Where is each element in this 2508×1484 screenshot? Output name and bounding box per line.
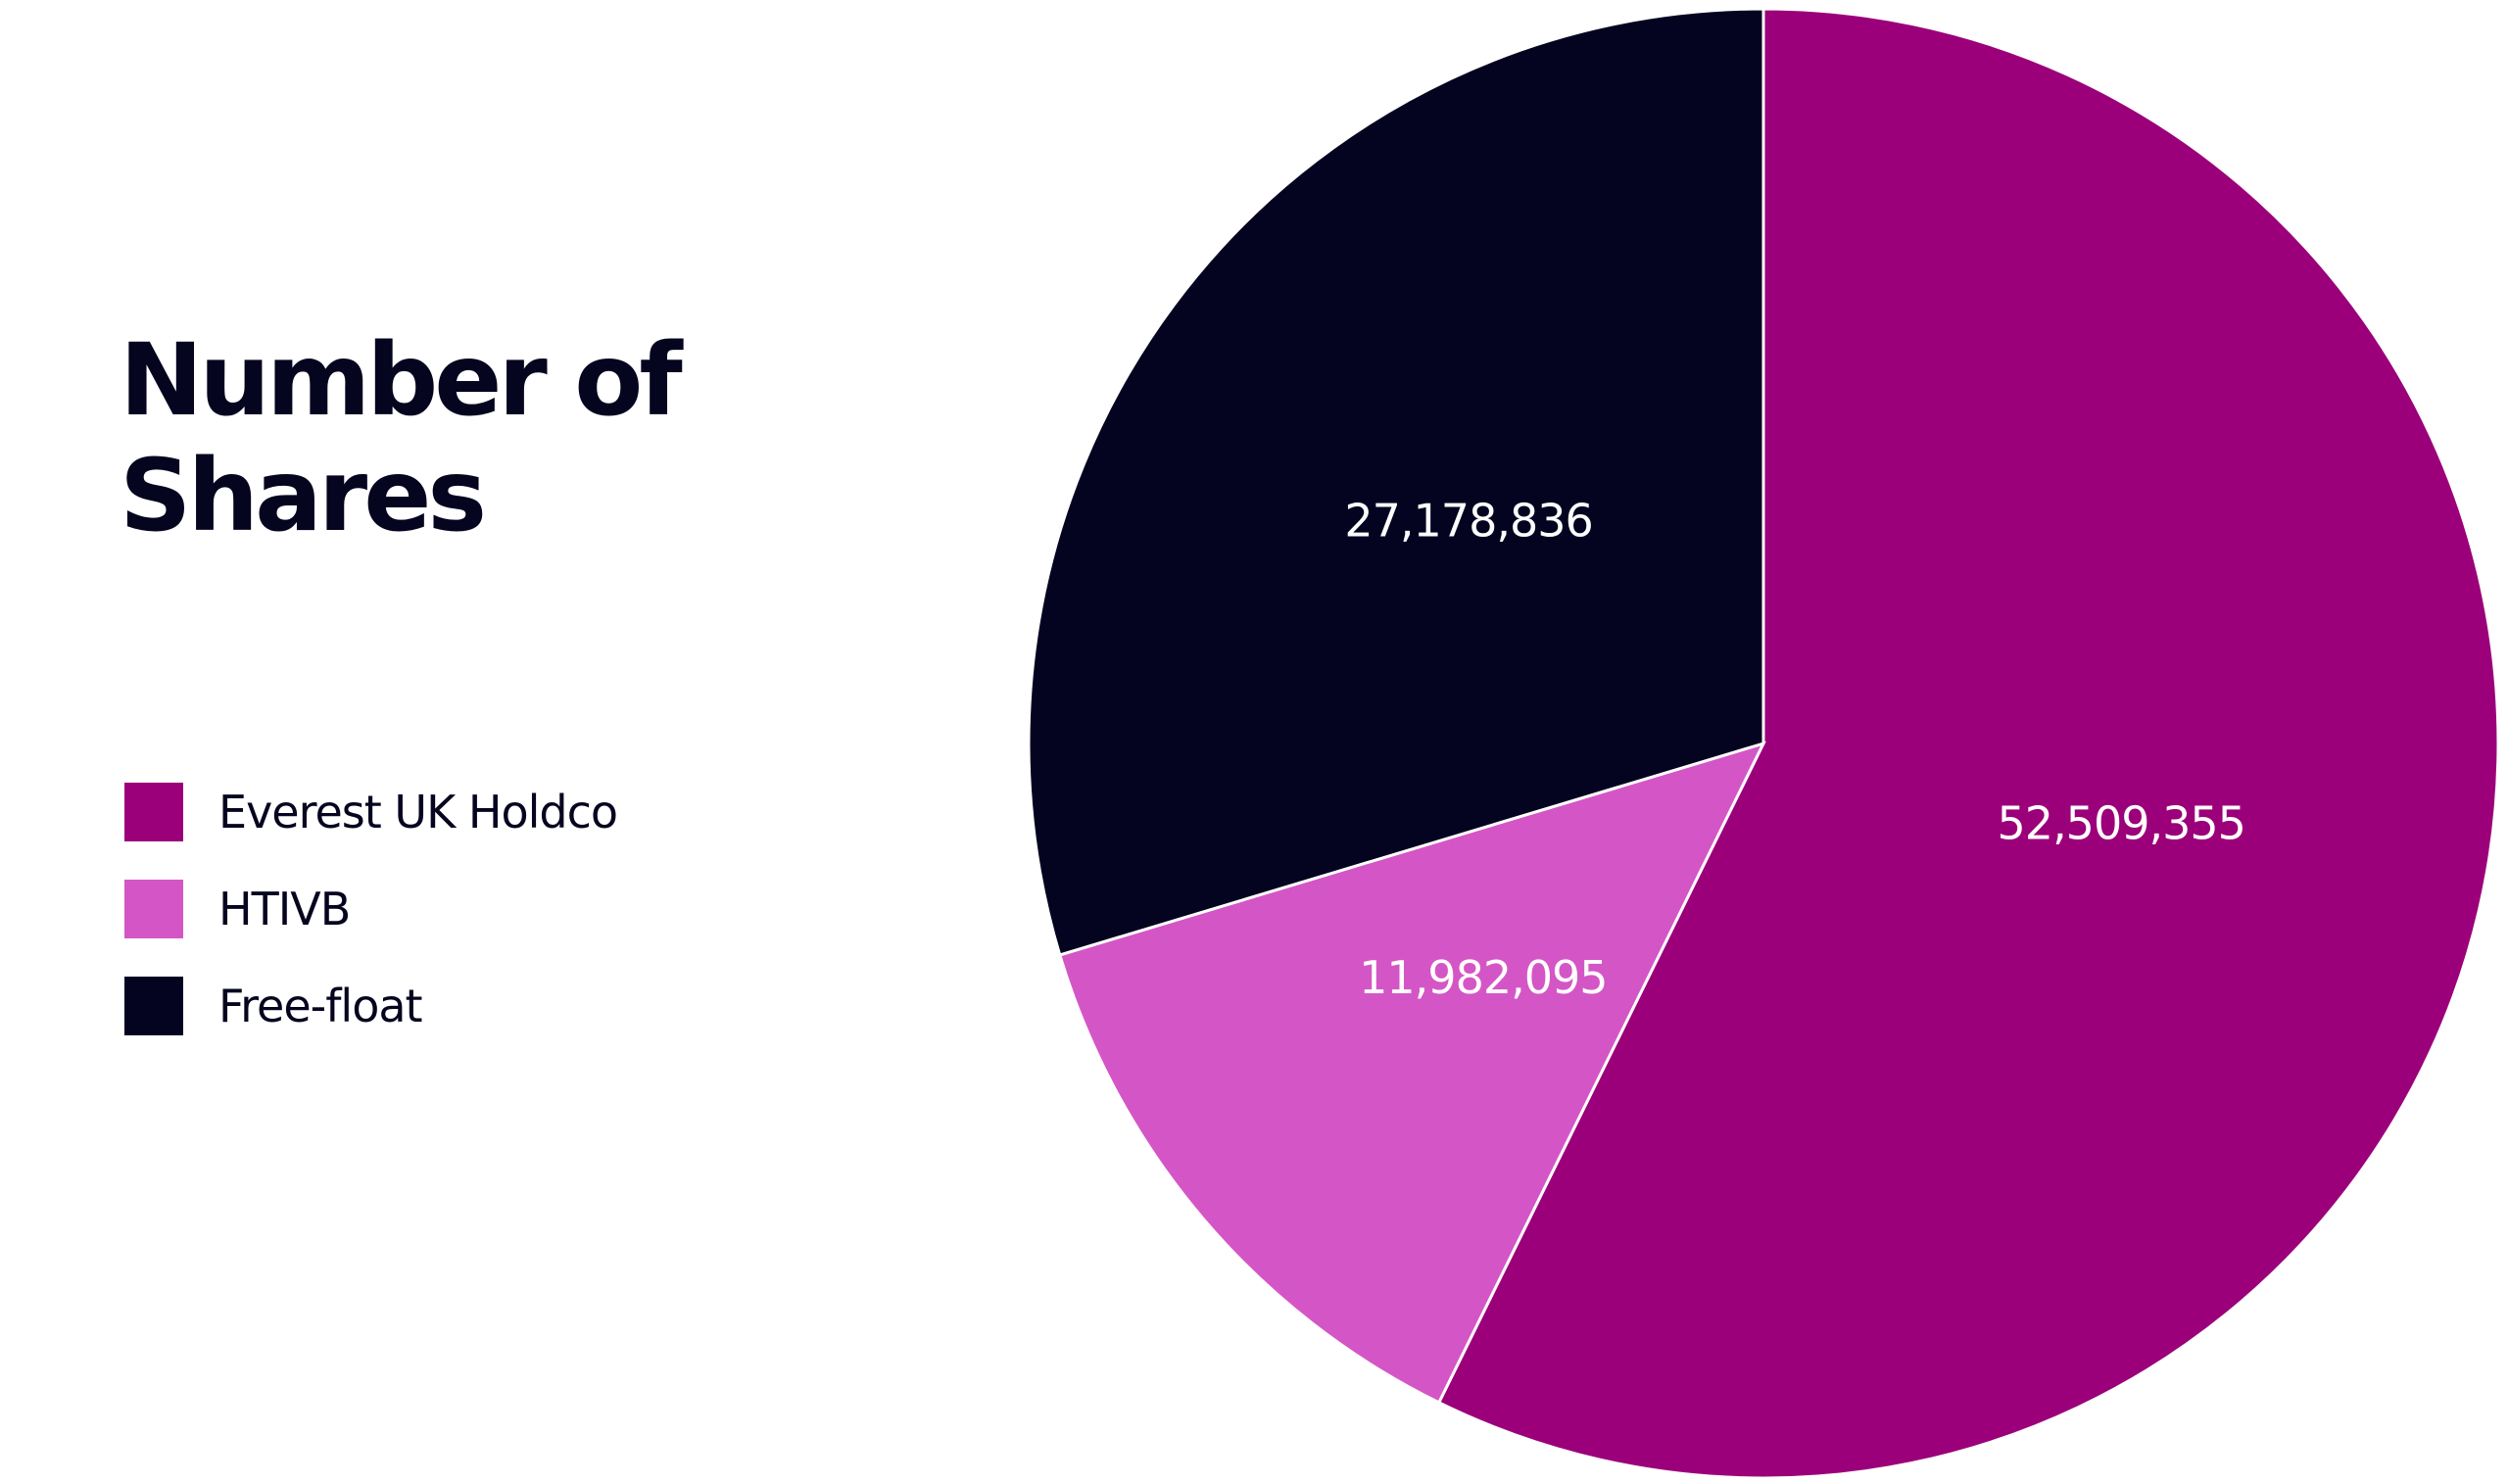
legend-swatch-everest <box>124 783 183 841</box>
pie-slice-htivb <box>1057 741 1766 1405</box>
slice-label-htivb: 11,982,095 <box>1359 951 1607 1004</box>
legend: Everest UK Holdco HTIVB Free-float <box>124 782 618 1073</box>
legend-label-htivb: HTIVB <box>218 883 351 935</box>
legend-item-everest: Everest UK Holdco <box>124 782 618 842</box>
pie-slice-free-float <box>1027 7 1765 957</box>
legend-swatch-htivb <box>124 880 183 938</box>
slice-label-free-float: 27,178,836 <box>1344 495 1592 548</box>
legend-swatch-free-float <box>124 977 183 1035</box>
slice-label-everest: 52,509,355 <box>1998 797 2245 850</box>
legend-item-free-float: Free-float <box>124 976 617 1036</box>
legend-label-free-float: Free-float <box>218 980 423 1032</box>
legend-label-everest: Everest UK Holdco <box>218 786 618 838</box>
pie-slice-everest <box>1436 7 2500 1480</box>
legend-item-htivb: HTIVB <box>124 879 617 939</box>
chart-title: Number of Shares <box>120 322 683 554</box>
